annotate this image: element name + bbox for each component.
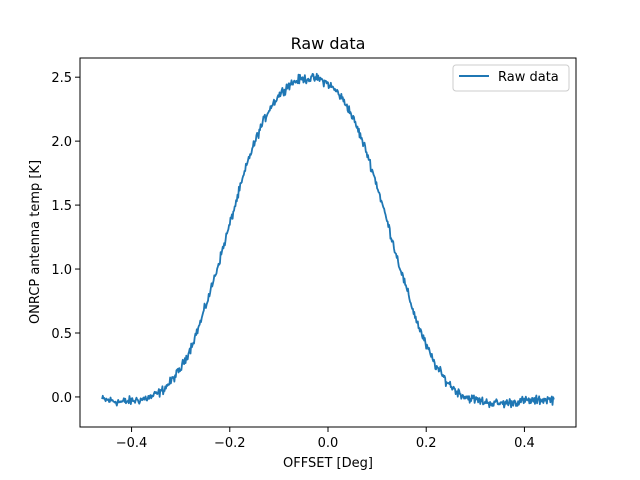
y-tick-label: 1.5 bbox=[51, 199, 72, 214]
x-tick-label: 0.0 bbox=[318, 436, 339, 451]
chart-title: Raw data bbox=[291, 34, 366, 53]
y-axis: 0.0 0.5 1.0 1.5 2.0 2.5 bbox=[51, 71, 80, 406]
y-tick-label: 1.0 bbox=[51, 263, 72, 278]
legend: Raw data bbox=[452, 64, 570, 92]
y-tick-label: 0.5 bbox=[51, 327, 72, 342]
x-tick-label: −0.2 bbox=[214, 436, 246, 451]
legend-label-raw-data: Raw data bbox=[498, 70, 559, 85]
y-tick-label: 0.0 bbox=[51, 391, 72, 406]
x-axis: −0.4 −0.2 0.0 0.2 0.4 bbox=[116, 427, 535, 451]
plot-area bbox=[101, 72, 555, 409]
x-axis-label: OFFSET [Deg] bbox=[283, 456, 373, 471]
y-axis-label: ONRCP antenna temp [K] bbox=[28, 160, 43, 324]
legend-box bbox=[452, 64, 570, 92]
y-tick-label: 2.0 bbox=[51, 135, 72, 150]
x-tick-label: 0.2 bbox=[416, 436, 437, 451]
x-tick-label: −0.4 bbox=[116, 436, 148, 451]
series-line-raw-data bbox=[101, 72, 555, 409]
y-tick-label: 2.5 bbox=[51, 71, 72, 86]
x-tick-label: 0.4 bbox=[514, 436, 535, 451]
